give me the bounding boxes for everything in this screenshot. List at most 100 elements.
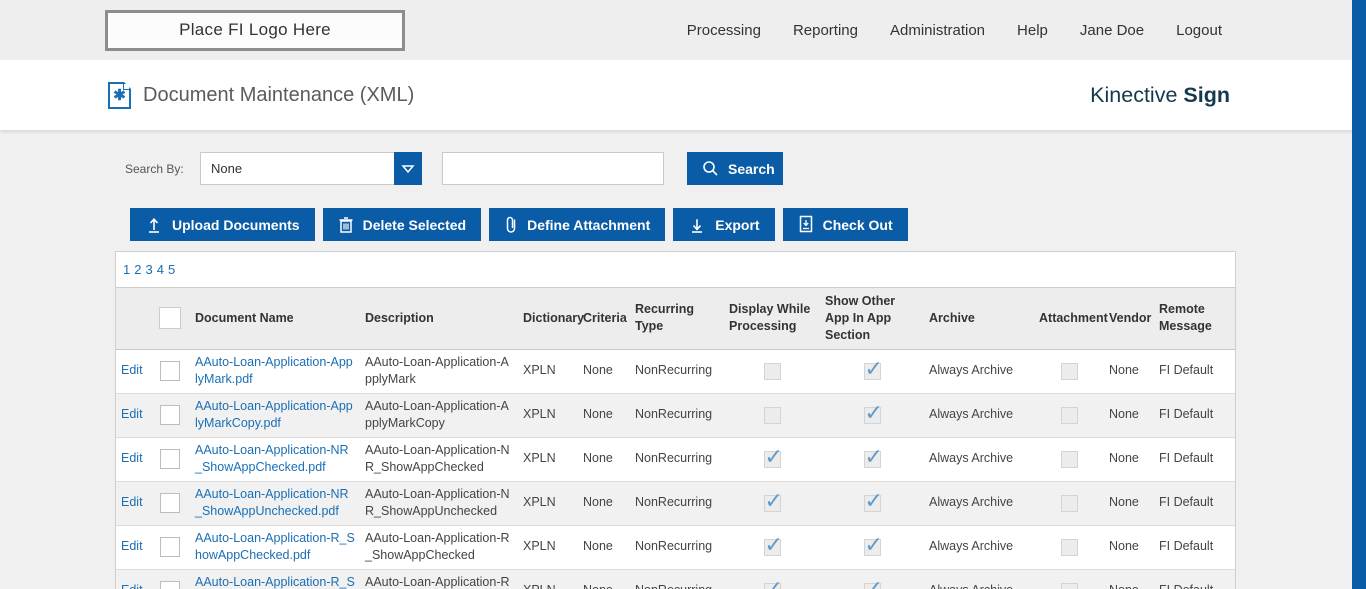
display-while-processing-checkbox bbox=[763, 574, 783, 589]
vertical-scrollbar[interactable] bbox=[1352, 0, 1366, 589]
main-content: Search By: None Search Upload Documents D… bbox=[0, 152, 1366, 589]
col-criteria: Criteria bbox=[578, 288, 630, 350]
remote-message-cell: FI Default bbox=[1154, 481, 1235, 526]
criteria-cell: None bbox=[578, 481, 630, 526]
toolbar-button-label: Upload Documents bbox=[172, 216, 300, 233]
edit-link[interactable]: Edit bbox=[121, 539, 143, 554]
document-name-link[interactable]: AAuto-Loan-Application-ApplyMarkCopy.pdf bbox=[195, 398, 353, 431]
col-document-name: Document Name bbox=[190, 288, 360, 350]
col-dictionary: Dictionary bbox=[518, 288, 584, 350]
search-icon bbox=[703, 161, 718, 176]
paperclip-icon bbox=[504, 215, 518, 234]
toolbar-button-label: Check Out bbox=[822, 216, 893, 233]
document-name-link[interactable]: AAuto-Loan-Application-R_ShowAppUnchecke… bbox=[195, 574, 355, 589]
recurring-type-cell: NonRecurring bbox=[630, 349, 724, 394]
remote-message-cell: FI Default bbox=[1154, 349, 1235, 394]
vendor-cell: None bbox=[1104, 569, 1154, 589]
criteria-cell: None bbox=[578, 569, 630, 589]
show-other-app-checkbox bbox=[863, 530, 883, 560]
brand-product: Sign bbox=[1183, 82, 1230, 107]
dictionary-cell: XPLN bbox=[518, 437, 578, 482]
export-button[interactable]: Export bbox=[673, 208, 775, 241]
search-by-selected-value: None bbox=[211, 161, 243, 176]
col-show-other-app: Show Other App In App Section bbox=[820, 288, 924, 350]
row-checkbox[interactable] bbox=[160, 449, 180, 470]
search-by-dropdown[interactable]: None bbox=[200, 152, 422, 185]
attachment-checkbox bbox=[1060, 450, 1078, 468]
check-out-button[interactable]: Check Out bbox=[782, 208, 908, 241]
document-name-link[interactable]: AAuto-Loan-Application-ApplyMark.pdf bbox=[195, 354, 353, 387]
top-nav: Processing Reporting Administration Help Jan… bbox=[687, 22, 1222, 39]
display-while-processing-checkbox bbox=[763, 406, 781, 424]
nav-link-processing[interactable]: Processing bbox=[686, 21, 761, 39]
page-link-2[interactable]: 2 bbox=[134, 262, 142, 277]
col-description: Description bbox=[360, 288, 518, 350]
edit-column-header bbox=[116, 288, 150, 350]
document-name-link[interactable]: AAuto-Loan-Application-NR_ShowAppChecked… bbox=[195, 442, 349, 475]
attachment-checkbox bbox=[1060, 538, 1078, 556]
title-band: ✱ Document Maintenance (XML) Kinective S… bbox=[0, 60, 1366, 130]
search-button[interactable]: Search bbox=[687, 152, 783, 185]
nav-link-jane-doe[interactable]: Jane Doe bbox=[1079, 21, 1145, 39]
search-input[interactable] bbox=[442, 152, 664, 185]
vendor-cell: None bbox=[1104, 481, 1154, 526]
edit-link[interactable]: Edit bbox=[121, 495, 143, 510]
trash-icon bbox=[338, 216, 354, 234]
page-link-4[interactable]: 4 bbox=[156, 262, 164, 277]
edit-link[interactable]: Edit bbox=[121, 583, 143, 589]
display-while-processing-checkbox bbox=[763, 362, 781, 380]
nav-link-administration[interactable]: Administration bbox=[889, 21, 986, 39]
description-cell: AAuto-Loan-Application-NR_ShowAppChecked bbox=[360, 437, 518, 482]
table-row: Edit AAuto-Loan-Application-ApplyMark.pd… bbox=[116, 349, 1235, 394]
row-checkbox[interactable] bbox=[160, 581, 180, 589]
col-vendor: Vendor bbox=[1104, 288, 1154, 350]
row-checkbox[interactable] bbox=[160, 537, 180, 558]
nav-link-logout[interactable]: Logout bbox=[1176, 21, 1222, 39]
delete-selected-button[interactable]: Delete Selected bbox=[322, 208, 482, 241]
archive-cell: Always Archive bbox=[924, 481, 1034, 526]
page-link-1[interactable]: 1 bbox=[123, 262, 131, 277]
attachment-checkbox bbox=[1060, 582, 1078, 589]
row-checkbox[interactable] bbox=[160, 361, 180, 382]
document-name-link[interactable]: AAuto-Loan-Application-R_ShowAppChecked.… bbox=[195, 530, 355, 563]
nav-link-reporting[interactable]: Reporting bbox=[792, 21, 858, 39]
vendor-cell: None bbox=[1104, 349, 1154, 394]
top-bar: Place FI Logo Here Processing Reporting Ad… bbox=[0, 0, 1366, 60]
edit-link[interactable]: Edit bbox=[121, 363, 143, 378]
table-row: Edit AAuto-Loan-Application-R_ShowAppUnc… bbox=[116, 569, 1235, 589]
fi-logo-placeholder: Place FI Logo Here bbox=[105, 9, 405, 51]
row-checkbox[interactable] bbox=[160, 493, 180, 514]
col-attachment: Attachment bbox=[1034, 288, 1108, 350]
table-row: Edit AAuto-Loan-Application-ApplyMarkCop… bbox=[116, 393, 1235, 438]
recurring-type-cell: NonRecurring bbox=[630, 437, 724, 482]
archive-cell: Always Archive bbox=[924, 349, 1034, 394]
document-name-link[interactable]: AAuto-Loan-Application-NR_ShowAppUncheck… bbox=[195, 486, 349, 519]
display-while-processing-checkbox bbox=[763, 486, 783, 516]
define-attachment-button[interactable]: Define Attachment bbox=[489, 208, 666, 241]
page-link-3[interactable]: 3 bbox=[145, 262, 153, 277]
nav-link-help[interactable]: Help bbox=[1017, 21, 1048, 39]
description-cell: AAuto-Loan-Application-R_ShowAppChecked bbox=[360, 525, 518, 570]
row-checkbox[interactable] bbox=[160, 405, 180, 426]
show-other-app-checkbox bbox=[863, 486, 883, 516]
toolbar-button-label: Export bbox=[715, 216, 760, 233]
select-all-checkbox[interactable] bbox=[159, 307, 181, 330]
page-link-5[interactable]: 5 bbox=[167, 262, 176, 277]
vendor-cell: None bbox=[1104, 437, 1154, 482]
fi-logo-text: Place FI Logo Here bbox=[179, 20, 331, 39]
col-display-while-processing: Display While Processing bbox=[724, 288, 820, 350]
edit-link[interactable]: Edit bbox=[121, 451, 143, 466]
dictionary-cell: XPLN bbox=[518, 393, 578, 438]
toolbar: Upload Documents Delete Selected Define At… bbox=[130, 208, 1366, 241]
dictionary-cell: XPLN bbox=[518, 569, 578, 589]
upload-documents-button[interactable]: Upload Documents bbox=[130, 208, 315, 241]
upload-icon bbox=[145, 216, 163, 234]
edit-link[interactable]: Edit bbox=[121, 407, 143, 422]
archive-cell: Always Archive bbox=[924, 393, 1034, 438]
page-title: Document Maintenance (XML) bbox=[143, 83, 415, 106]
description-cell: AAuto-Loan-Application-NR_ShowAppUncheck… bbox=[360, 481, 518, 526]
vendor-cell: None bbox=[1104, 525, 1154, 570]
table-row: Edit AAuto-Loan-Application-NR_ShowAppUn… bbox=[116, 481, 1235, 526]
download-icon bbox=[688, 216, 706, 234]
